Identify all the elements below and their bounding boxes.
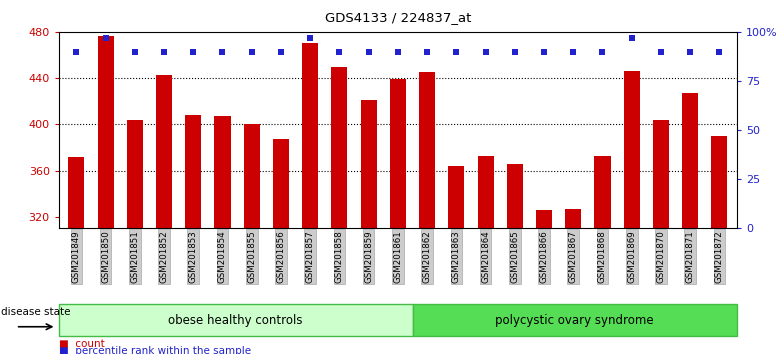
Point — [538, 48, 550, 54]
Point — [713, 48, 726, 54]
Text: polycystic ovary syndrome: polycystic ovary syndrome — [495, 314, 654, 327]
Point — [245, 48, 258, 54]
Bar — [506, 164, 523, 228]
Text: GSM201870: GSM201870 — [656, 230, 666, 283]
Text: GSM201864: GSM201864 — [481, 230, 490, 283]
Text: ■  percentile rank within the sample: ■ percentile rank within the sample — [59, 346, 251, 354]
Point — [100, 35, 112, 41]
Bar — [594, 155, 611, 228]
Point — [509, 48, 521, 54]
Bar — [332, 67, 347, 228]
Point — [333, 48, 346, 54]
Text: GSM201872: GSM201872 — [715, 230, 724, 283]
Text: GSM201855: GSM201855 — [247, 230, 256, 283]
Bar — [361, 100, 376, 228]
Point — [129, 48, 141, 54]
Point — [596, 48, 608, 54]
Text: obese healthy controls: obese healthy controls — [169, 314, 303, 327]
Text: GSM201853: GSM201853 — [189, 230, 198, 283]
Bar — [97, 36, 114, 228]
Bar — [682, 93, 699, 228]
Bar — [390, 79, 406, 228]
Bar — [302, 44, 318, 228]
Bar — [273, 139, 289, 228]
Text: GSM201854: GSM201854 — [218, 230, 227, 283]
Text: GSM201865: GSM201865 — [510, 230, 519, 283]
Bar — [448, 166, 464, 228]
Point — [391, 48, 404, 54]
Point — [274, 48, 287, 54]
Text: GSM201852: GSM201852 — [159, 230, 169, 283]
Bar — [68, 157, 85, 228]
Text: GSM201858: GSM201858 — [335, 230, 344, 283]
Text: GSM201866: GSM201866 — [539, 230, 549, 283]
Bar — [127, 120, 143, 228]
Text: GSM201859: GSM201859 — [364, 230, 373, 283]
Point — [567, 48, 579, 54]
Text: GSM201867: GSM201867 — [568, 230, 578, 283]
Bar — [419, 72, 435, 228]
Text: GSM201856: GSM201856 — [277, 230, 285, 283]
Text: GSM201871: GSM201871 — [686, 230, 695, 283]
Bar — [565, 209, 581, 228]
Text: ■  count: ■ count — [59, 339, 104, 349]
Text: GDS4133 / 224837_at: GDS4133 / 224837_at — [325, 11, 471, 24]
Text: GSM201850: GSM201850 — [101, 230, 110, 283]
Point — [450, 48, 463, 54]
Bar — [185, 115, 201, 228]
Text: GSM201849: GSM201849 — [72, 230, 81, 283]
Bar — [624, 71, 640, 228]
Point — [626, 35, 638, 41]
Text: GSM201861: GSM201861 — [394, 230, 402, 283]
Bar — [477, 155, 494, 228]
Point — [304, 35, 317, 41]
Bar — [244, 124, 260, 228]
Bar — [215, 116, 230, 228]
Bar — [156, 75, 172, 228]
Text: disease state: disease state — [1, 307, 71, 316]
Point — [655, 48, 667, 54]
Text: GSM201863: GSM201863 — [452, 230, 461, 283]
Text: GSM201851: GSM201851 — [130, 230, 140, 283]
Point — [216, 48, 229, 54]
Point — [684, 48, 696, 54]
Bar — [653, 120, 669, 228]
Bar — [711, 136, 728, 228]
Point — [70, 48, 82, 54]
Bar — [536, 210, 552, 228]
Point — [362, 48, 375, 54]
Text: GSM201868: GSM201868 — [598, 230, 607, 283]
Text: GSM201862: GSM201862 — [423, 230, 432, 283]
Text: GSM201869: GSM201869 — [627, 230, 637, 283]
Point — [479, 48, 492, 54]
Point — [158, 48, 170, 54]
Point — [421, 48, 434, 54]
Point — [187, 48, 200, 54]
Text: GSM201857: GSM201857 — [306, 230, 314, 283]
